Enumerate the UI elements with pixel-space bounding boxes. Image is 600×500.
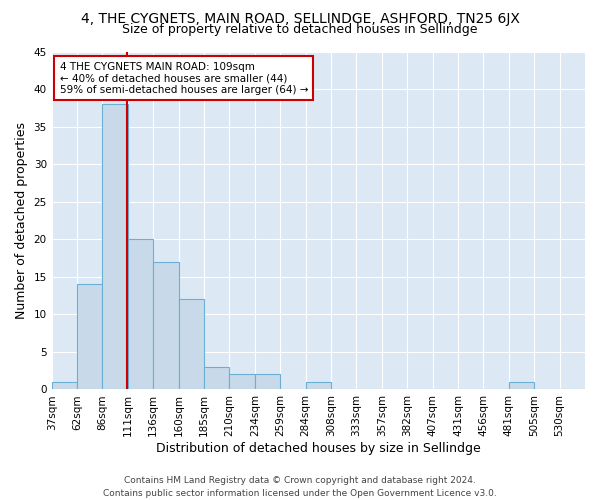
Bar (255, 374, 280, 390)
Y-axis label: Number of detached properties: Number of detached properties (15, 122, 28, 319)
Bar (305, 382, 331, 390)
Text: Contains HM Land Registry data © Crown copyright and database right 2024.
Contai: Contains HM Land Registry data © Crown c… (103, 476, 497, 498)
Bar (128, 240, 153, 390)
Text: 4 THE CYGNETS MAIN ROAD: 109sqm
← 40% of detached houses are smaller (44)
59% of: 4 THE CYGNETS MAIN ROAD: 109sqm ← 40% of… (59, 62, 308, 95)
Bar (52, 382, 77, 390)
Bar (77, 284, 103, 390)
Text: Size of property relative to detached houses in Sellindge: Size of property relative to detached ho… (122, 22, 478, 36)
Text: 4, THE CYGNETS, MAIN ROAD, SELLINDGE, ASHFORD, TN25 6JX: 4, THE CYGNETS, MAIN ROAD, SELLINDGE, AS… (80, 12, 520, 26)
Bar (204, 367, 229, 390)
Bar (229, 374, 255, 390)
Bar (179, 300, 204, 390)
Bar (103, 104, 128, 390)
Bar (153, 262, 179, 390)
X-axis label: Distribution of detached houses by size in Sellindge: Distribution of detached houses by size … (156, 442, 481, 455)
Bar (509, 382, 534, 390)
